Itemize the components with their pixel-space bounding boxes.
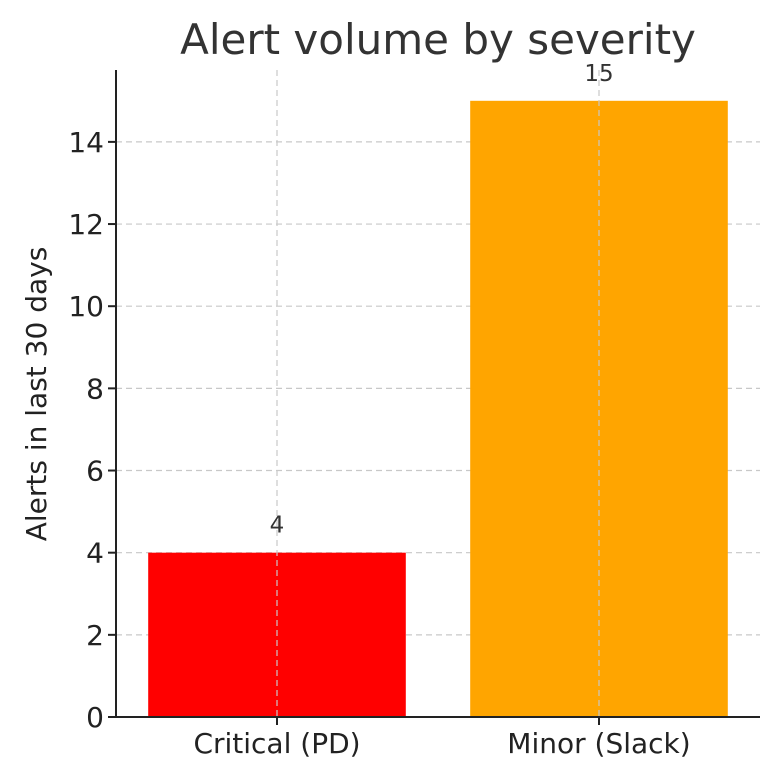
y-tick-label: 14	[68, 126, 104, 159]
y-tick-label: 4	[86, 537, 104, 570]
y-tick-label: 8	[86, 372, 104, 405]
y-ticks: 0 2 4 6 8 10 12 14	[68, 126, 116, 734]
chart-title: Alert volume by severity	[180, 15, 696, 64]
y-axis-label: Alerts in last 30 days	[20, 247, 53, 542]
x-gridlines	[276, 70, 600, 717]
y-tick-label: 10	[68, 290, 104, 323]
data-labels: 4 15	[270, 61, 614, 539]
gridlines	[116, 141, 760, 636]
bar-value-label: 15	[584, 61, 613, 87]
y-tick-label: 2	[86, 619, 104, 652]
x-tick-label: Minor (Slack)	[507, 727, 690, 760]
axes	[115, 70, 760, 718]
y-tick-label: 0	[86, 701, 104, 734]
bars	[148, 100, 728, 718]
bar-value-label: 4	[270, 513, 285, 539]
x-ticks: Critical (PD) Minor (Slack)	[193, 717, 691, 760]
y-tick-label: 6	[86, 455, 104, 488]
y-tick-label: 12	[68, 208, 104, 241]
x-tick-label: Critical (PD)	[193, 727, 360, 760]
